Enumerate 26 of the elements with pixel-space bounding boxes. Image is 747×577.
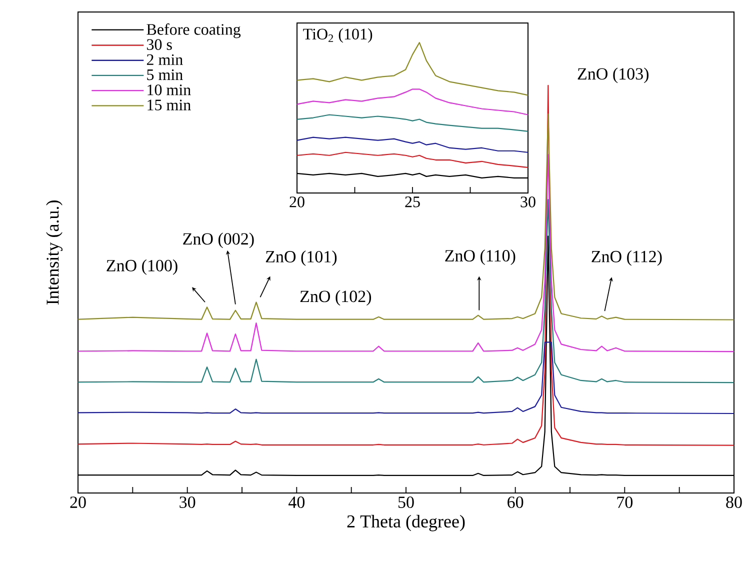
legend-label: Before coating <box>146 23 241 38</box>
x-tick-label: 30 <box>180 496 196 508</box>
legend-label: 5 min <box>147 69 183 80</box>
legend-label: 10 min <box>148 84 191 96</box>
text: TiO$_{2}$ (101) <box>303 28 372 43</box>
annotation: ZnO (102) <box>300 290 372 306</box>
x-tick-label: 20 <box>290 196 304 208</box>
x-tick-label: 25 <box>405 196 420 208</box>
legend-label: 30 s <box>147 39 172 50</box>
annotation: ZnO (103) <box>578 68 648 84</box>
x-tick-label: 80 <box>726 496 742 508</box>
x-tick-label: 70 <box>617 496 633 508</box>
legend-label: 2 min <box>146 54 183 65</box>
x-tick-label: 30 <box>520 196 536 208</box>
x-tick-label: 60 <box>508 496 524 508</box>
x-axis-title: 2 Theta (degree) <box>347 514 465 532</box>
annotation: ZnO (100) <box>106 259 178 275</box>
annotation: ZnO (110) <box>445 250 516 265</box>
annotation: ZnO (112) <box>592 250 662 266</box>
y-axis-title: Intensity (a.u.) <box>46 200 62 305</box>
legend-label: 15 min <box>148 100 191 110</box>
x-tick-label: 20 <box>70 496 86 508</box>
annotation: ZnO (101) <box>266 250 337 266</box>
annotation: ZnO (002) <box>183 232 254 248</box>
x-tick-label: 40 <box>288 496 305 508</box>
x-tick-label: 50 <box>398 496 414 508</box>
